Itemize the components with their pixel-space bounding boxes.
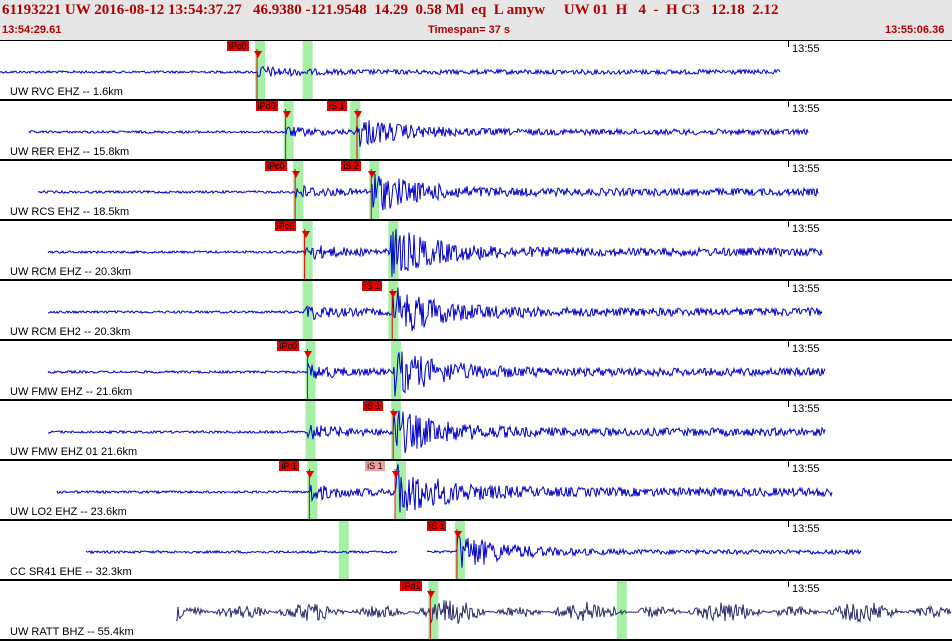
seismogram-trace xyxy=(0,65,781,78)
channel-label: UW FMW EHZ 01 21.6km xyxy=(10,446,138,458)
phase-pick-flag[interactable]: iPc0 xyxy=(265,161,287,171)
time-tick xyxy=(788,41,789,47)
phase-window xyxy=(302,41,313,99)
pick-marker-icon xyxy=(306,471,315,478)
channel-label: UW FMW EHZ -- 21.6km xyxy=(10,386,133,398)
time-tick xyxy=(788,101,789,107)
seismogram-trace xyxy=(85,531,862,568)
phase-pick-flag[interactable]: iS 1 xyxy=(426,521,447,531)
phase-window xyxy=(283,101,294,159)
pick-marker-icon xyxy=(354,111,362,118)
end-time-label: 13:55:06.36 xyxy=(885,24,945,36)
phase-pick-flag[interactable]: iS 1 xyxy=(362,281,382,291)
phase-window xyxy=(338,521,349,579)
pick-marker-icon xyxy=(392,471,401,478)
pick-marker-icon xyxy=(389,291,398,298)
event-summary: 61193221 UW 2016-08-12 13:54:37.27 46.93… xyxy=(2,2,779,18)
phase-window xyxy=(616,581,627,639)
waveform-panel[interactable]: iPc0 iS 2 13:55 UW RCS EHZ -- 18.5km xyxy=(0,161,952,221)
channel-label: CC SR41 EHE -- 32.3km xyxy=(10,566,132,578)
pick-marker-icon xyxy=(368,171,377,178)
channel-label: UW LO2 EHZ -- 23.6km xyxy=(10,506,127,518)
phase-pick-flag[interactable]: iPd0 xyxy=(255,101,278,111)
waveform-panel[interactable]: iPc0 13:55 UW RVC EHZ -- 1.6km xyxy=(0,41,952,101)
phase-pick-flag[interactable]: iS 2 xyxy=(341,161,361,171)
pick-marker-icon xyxy=(427,591,436,598)
channel-label: UW RCM EHZ -- 20.3km xyxy=(10,266,131,278)
phase-window xyxy=(454,521,465,579)
phase-pick-flag[interactable]: iPc0 xyxy=(274,221,297,231)
phase-window xyxy=(350,101,361,159)
time-label: 13:55 xyxy=(792,403,820,415)
pick-marker-icon xyxy=(304,351,313,358)
pick-marker-icon xyxy=(453,531,462,538)
phase-window xyxy=(255,41,266,99)
time-label: 13:55 xyxy=(792,43,820,55)
time-label: 13:55 xyxy=(792,283,820,295)
time-label: 13:55 xyxy=(792,523,820,535)
waveform-panel[interactable]: iS 1 13:55 UW FMW EHZ 01 21.6km xyxy=(0,401,952,461)
waveform-panel[interactable]: iPd0 iS 1 13:55 UW RER EHZ -- 15.8km xyxy=(0,101,952,161)
waveform-panel[interactable]: iS 1 13:55 UW RCM EH2 -- 20.3km xyxy=(0,281,952,341)
seismogram-trace xyxy=(28,120,809,147)
phase-window xyxy=(391,401,402,459)
pick-marker-icon xyxy=(292,171,301,178)
pick-marker-icon xyxy=(390,411,399,418)
phase-pick-flag[interactable]: iP 1 xyxy=(279,461,299,471)
channel-label: UW RER EHZ -- 15.8km xyxy=(10,146,130,158)
seismogram-trace xyxy=(47,351,826,397)
phase-pick-flag[interactable]: iS 1 xyxy=(327,101,347,111)
waveform-panel[interactable]: iPc0 13:55 UW RCM EHZ -- 20.3km xyxy=(0,221,952,281)
phase-pick-flag[interactable]: iPc0 xyxy=(277,341,299,351)
waveform-panels: iPc0 13:55 UW RVC EHZ -- 1.6km iPd0 iS 1 13:5… xyxy=(0,41,952,641)
phase-pick-flag[interactable]: iPc0 xyxy=(227,41,249,51)
waveform-panel[interactable]: iP 1 iS 1 13:55 UW LO2 EHZ -- 23.6km xyxy=(0,461,952,521)
time-label: 13:55 xyxy=(792,163,820,175)
waveform-panel[interactable]: iS 1 13:55 CC SR41 EHE -- 32.3km xyxy=(0,521,952,581)
channel-label: UW RCM EH2 -- 20.3km xyxy=(10,326,131,338)
seismogram-trace xyxy=(37,173,819,211)
event-header: 61193221 UW 2016-08-12 13:54:37.27 46.93… xyxy=(0,0,952,41)
seismogram-trace xyxy=(47,410,826,454)
waveform-panel[interactable]: iPc0 13:55 UW FMW EHZ -- 21.6km xyxy=(0,341,952,401)
time-label: 13:55 xyxy=(792,583,820,595)
time-tick xyxy=(788,461,789,467)
seismogram-trace xyxy=(47,287,823,332)
time-label: 13:55 xyxy=(792,343,820,355)
pick-marker-icon xyxy=(254,51,263,58)
pick-marker-icon xyxy=(301,231,310,238)
pick-marker-icon xyxy=(282,111,291,118)
time-tick xyxy=(788,161,789,167)
time-tick xyxy=(788,221,789,227)
phase-pick-flag[interactable]: iS 1 xyxy=(365,461,385,471)
seismogram-trace xyxy=(56,464,833,513)
phase-pick-flag[interactable]: iPd1 xyxy=(400,581,423,591)
channel-label: UW RVC EHZ -- 1.6km xyxy=(10,86,123,98)
phase-window xyxy=(293,161,304,219)
time-tick xyxy=(788,581,789,587)
time-label: 13:55 xyxy=(792,463,820,475)
seismogram-trace xyxy=(175,600,952,624)
start-time-label: 13:54:29.61 xyxy=(2,24,62,36)
time-label: 13:55 xyxy=(792,223,820,235)
timespan-label: Timespan= 37 s xyxy=(428,24,511,36)
phase-pick-flag[interactable]: iS 1 xyxy=(363,401,383,411)
time-tick xyxy=(788,341,789,347)
time-tick xyxy=(788,521,789,527)
seismogram-trace xyxy=(47,228,823,277)
channel-label: UW RCS EHZ -- 18.5km xyxy=(10,206,130,218)
time-label: 13:55 xyxy=(792,103,820,115)
waveform-panel[interactable]: iPd1 13:55 UW RATT BHZ -- 55.4km xyxy=(0,581,952,641)
channel-label: UW RATT BHZ -- 55.4km xyxy=(10,626,134,638)
phase-window xyxy=(391,341,402,399)
time-tick xyxy=(788,281,789,287)
time-tick xyxy=(788,401,789,407)
phase-window xyxy=(307,461,318,519)
